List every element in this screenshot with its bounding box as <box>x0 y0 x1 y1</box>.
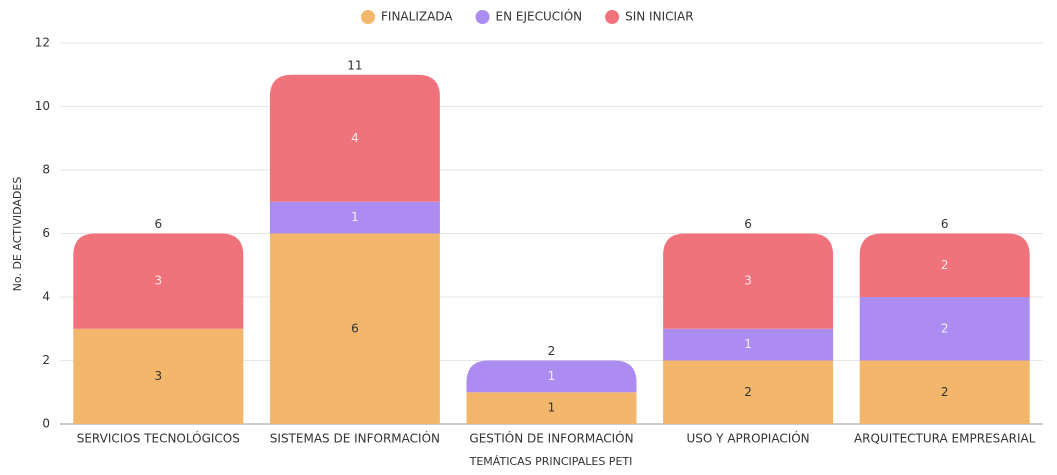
bar-segment <box>269 233 440 424</box>
data-label: 2 <box>941 258 949 272</box>
y-tick-label: 12 <box>35 36 50 50</box>
bar-segment <box>663 233 834 329</box>
bar-segment <box>859 360 1030 424</box>
x-tick-label: USO Y APROPIACIÓN <box>687 431 810 446</box>
data-label: 1 <box>351 210 359 224</box>
bar-segment <box>73 328 244 424</box>
legend-swatch <box>605 10 620 24</box>
bar-segment <box>269 74 440 202</box>
legend-swatch <box>475 10 490 24</box>
y-axis-title: No. DE ACTIVIDADES <box>11 177 24 292</box>
data-label: 1 <box>548 369 556 383</box>
total-label: 6 <box>154 217 162 231</box>
total-label: 6 <box>941 217 949 231</box>
legend-swatch <box>361 10 375 24</box>
total-label: 11 <box>347 58 362 72</box>
bar-segment <box>663 328 834 361</box>
data-label: 4 <box>351 131 359 145</box>
data-label: 1 <box>548 401 556 415</box>
data-label: 3 <box>154 274 162 288</box>
y-tick-label: 8 <box>42 163 50 177</box>
x-axis-title: TEMÁTICAS PRINCIPALES PETI <box>469 455 633 468</box>
data-label: 3 <box>154 369 162 383</box>
data-label: 3 <box>744 274 752 288</box>
data-label: 2 <box>941 321 949 335</box>
bar-segment <box>859 233 1030 297</box>
total-label: 2 <box>548 344 556 358</box>
legend-label: FINALIZADA <box>381 10 453 24</box>
y-tick-label: 4 <box>42 290 50 304</box>
data-label: 2 <box>744 385 752 399</box>
total-label: 6 <box>744 217 752 231</box>
bar-segment <box>73 233 244 329</box>
y-tick-label: 6 <box>42 226 50 240</box>
y-tick-label: 0 <box>42 417 50 431</box>
y-tick-label: 10 <box>35 99 50 113</box>
data-label: 2 <box>941 385 949 399</box>
bar-segment <box>859 297 1030 361</box>
legend-label: SIN INICIAR <box>625 10 693 24</box>
data-label: 1 <box>744 337 752 351</box>
x-tick-label: ARQUITECTURA EMPRESARIAL <box>854 432 1036 446</box>
bar-segment <box>466 360 637 393</box>
y-tick-label: 2 <box>42 353 50 367</box>
data-label: 6 <box>351 321 359 335</box>
x-tick-label: SERVICIOS TECNOLÓGICOS <box>77 431 240 446</box>
x-tick-label: GESTIÓN DE INFORMACIÓN <box>469 431 633 446</box>
bar-segment <box>466 392 637 424</box>
bar-segment <box>663 360 834 424</box>
x-tick-label: SISTEMAS DE INFORMACIÓN <box>270 431 440 446</box>
legend-label: EN EJECUCIÓN <box>496 9 583 24</box>
bar-segment <box>269 201 440 234</box>
